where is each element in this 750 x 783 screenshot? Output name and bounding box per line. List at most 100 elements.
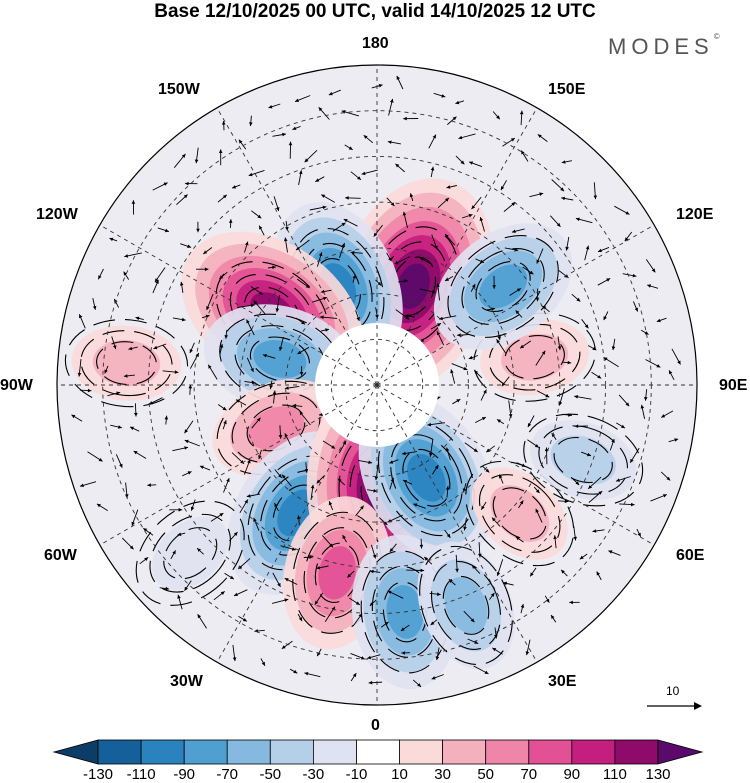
colorbar-low-extend	[52, 739, 99, 765]
meridian-line	[99, 384, 378, 546]
wind-arrow	[557, 336, 562, 351]
wind-arrow	[173, 153, 186, 168]
wind-arrow	[303, 555, 313, 559]
colorbar-tick-label: -10	[345, 766, 368, 783]
latitude-circle	[193, 201, 561, 569]
wind-arrow	[309, 205, 327, 211]
wind-arrow	[107, 391, 121, 397]
wind-arrow	[237, 303, 255, 308]
wind-arrow	[274, 469, 283, 479]
wind-arrow	[444, 233, 455, 246]
streamline	[504, 335, 565, 380]
wind-arrow	[369, 569, 381, 574]
wind-arrow	[97, 268, 104, 280]
wind-arrow	[104, 365, 109, 374]
colorbar-segment	[183, 739, 228, 765]
wind-arrow	[316, 252, 323, 267]
wind-arrow	[584, 245, 590, 261]
wind-arrow	[430, 166, 435, 178]
wind-arrow	[224, 330, 228, 339]
streamline	[492, 487, 547, 540]
anomaly-contour	[152, 516, 229, 590]
wind-arrow	[153, 343, 167, 350]
wind-arrow	[203, 247, 213, 255]
wind-arrow	[244, 241, 249, 253]
anomaly-contour	[247, 406, 305, 450]
wind-arrow	[516, 462, 526, 468]
wind-arrow	[134, 403, 138, 417]
wind-arrow	[375, 279, 382, 286]
wind-arrow	[502, 581, 514, 586]
wind-arrow	[645, 259, 656, 273]
wind-arrow	[188, 384, 193, 395]
wind-arrow	[473, 370, 483, 379]
colorbar-segment	[269, 739, 314, 765]
wind-arrow	[561, 160, 572, 164]
wind-arrow	[668, 370, 675, 381]
wind-arrow	[386, 252, 392, 262]
lon-label-120e: 120E	[676, 206, 714, 223]
wind-arrow	[463, 517, 467, 531]
wind-arrow	[471, 564, 481, 574]
streamline	[442, 575, 490, 635]
wind-arrow	[436, 331, 445, 346]
wind-arrow	[542, 305, 550, 313]
wind-arrow	[660, 471, 671, 481]
wind-arrow	[194, 147, 199, 164]
wind-arrow	[281, 640, 293, 650]
wind-arrow	[597, 246, 610, 253]
wind-arrow	[419, 288, 436, 294]
wind-arrow	[339, 242, 346, 258]
wind-arrow	[603, 357, 619, 368]
wind-arrow	[304, 149, 318, 163]
wind-arrow	[154, 267, 166, 283]
wind-arrow	[350, 250, 363, 255]
colorbar-tick-label: 10	[391, 766, 408, 783]
wind-arrow	[374, 462, 379, 481]
wind-arrow	[614, 205, 630, 215]
streamline	[475, 260, 531, 313]
wind-arrow	[182, 471, 192, 477]
streamline	[249, 336, 310, 382]
wind-arrow	[430, 322, 442, 330]
colorbar-tick-label: -90	[173, 766, 196, 783]
lon-label-120w: 120W	[36, 206, 78, 223]
wind-arrow	[295, 239, 310, 251]
wind-arrow	[235, 399, 247, 406]
wind-arrow	[596, 571, 602, 581]
wind-arrow	[184, 420, 194, 434]
wind-arrow	[148, 397, 163, 405]
meridian-line	[216, 107, 378, 386]
wind-arrow	[480, 389, 487, 401]
wind-arrow	[401, 451, 418, 456]
wind-arrow	[575, 217, 593, 224]
wind-arrow	[671, 348, 681, 365]
wind-arrow	[435, 647, 440, 661]
wind-arrow	[473, 665, 489, 675]
wind-arrow	[478, 542, 482, 558]
colorbar-segment	[399, 739, 443, 765]
wind-arrow	[111, 336, 117, 350]
wind-arrow	[492, 111, 501, 120]
wind-arrow	[445, 447, 451, 461]
wind-arrow	[272, 390, 277, 404]
wind-arrow	[368, 680, 383, 685]
wind-arrow	[297, 346, 310, 355]
map-border	[56, 64, 698, 706]
anomaly-center	[523, 413, 644, 507]
wind-arrow	[520, 150, 529, 162]
wind-arrow	[646, 284, 659, 289]
wind-arrow	[446, 185, 457, 189]
wind-arrow	[640, 329, 649, 335]
wind-arrow	[223, 477, 230, 493]
wind-arrow	[184, 439, 200, 447]
wind-arrow	[229, 531, 238, 542]
wind-arrow	[550, 614, 557, 623]
wind-arrow	[611, 338, 616, 351]
wind-arrow	[629, 447, 640, 464]
wind-arrow	[427, 422, 446, 427]
streamline	[523, 413, 644, 507]
wind-arrow	[79, 388, 92, 393]
wind-arrow	[318, 107, 330, 120]
wind-arrow	[197, 614, 207, 629]
